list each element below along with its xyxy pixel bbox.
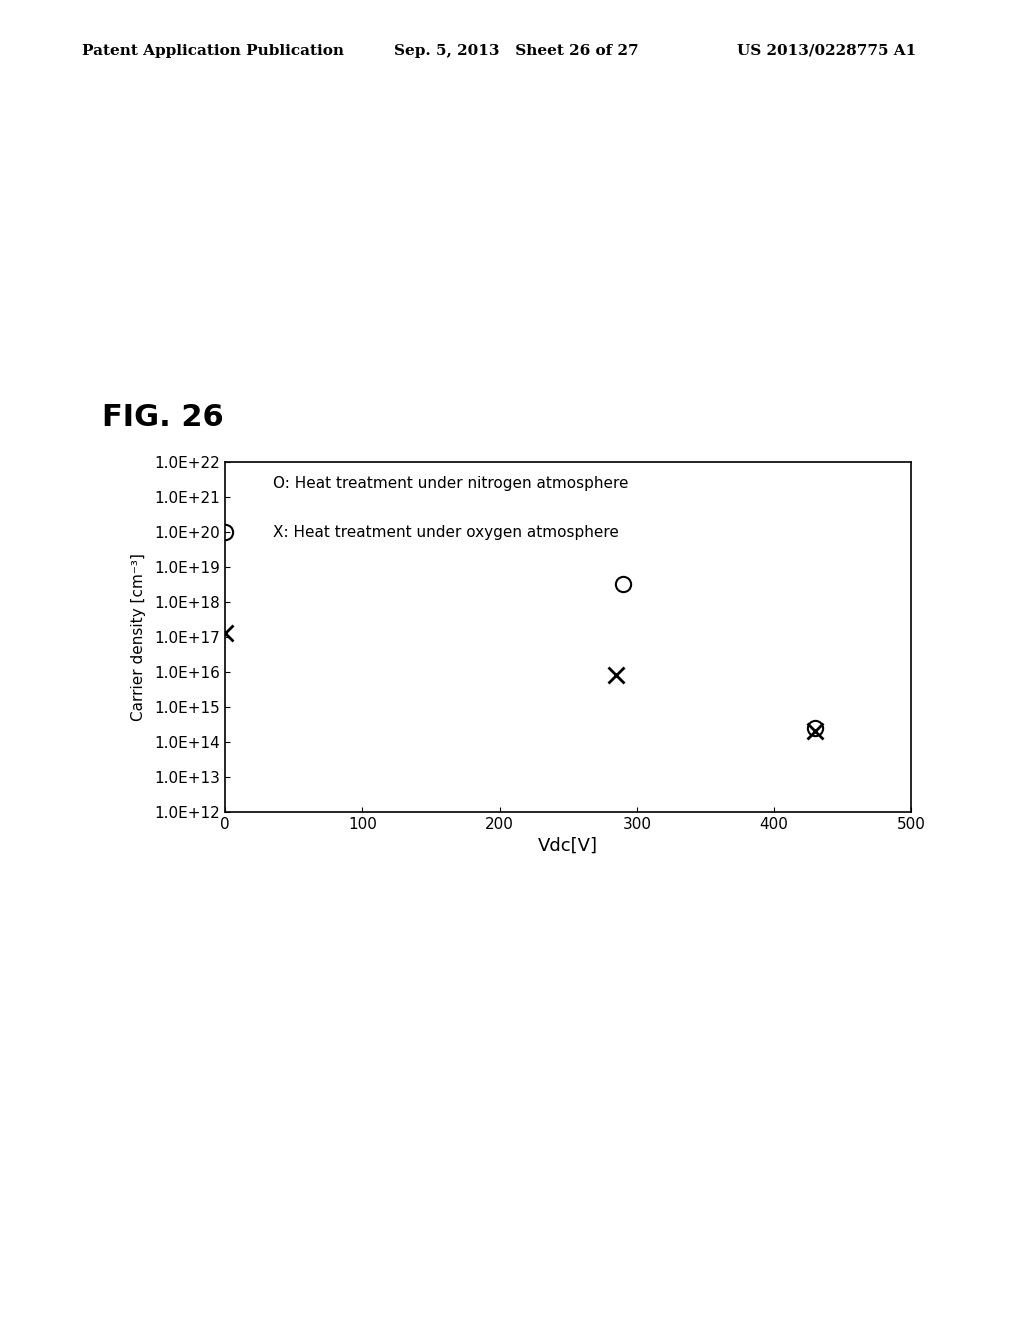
Text: Patent Application Publication: Patent Application Publication <box>82 44 344 58</box>
Text: Sep. 5, 2013   Sheet 26 of 27: Sep. 5, 2013 Sheet 26 of 27 <box>394 44 639 58</box>
Y-axis label: Carrier density [cm⁻³]: Carrier density [cm⁻³] <box>131 553 146 721</box>
Text: FIG. 26: FIG. 26 <box>102 403 224 432</box>
X-axis label: Vdc[V]: Vdc[V] <box>539 837 598 855</box>
Text: US 2013/0228775 A1: US 2013/0228775 A1 <box>737 44 916 58</box>
Text: O: Heat treatment under nitrogen atmosphere: O: Heat treatment under nitrogen atmosph… <box>273 477 629 491</box>
Text: X: Heat treatment under oxygen atmosphere: X: Heat treatment under oxygen atmospher… <box>273 525 620 540</box>
